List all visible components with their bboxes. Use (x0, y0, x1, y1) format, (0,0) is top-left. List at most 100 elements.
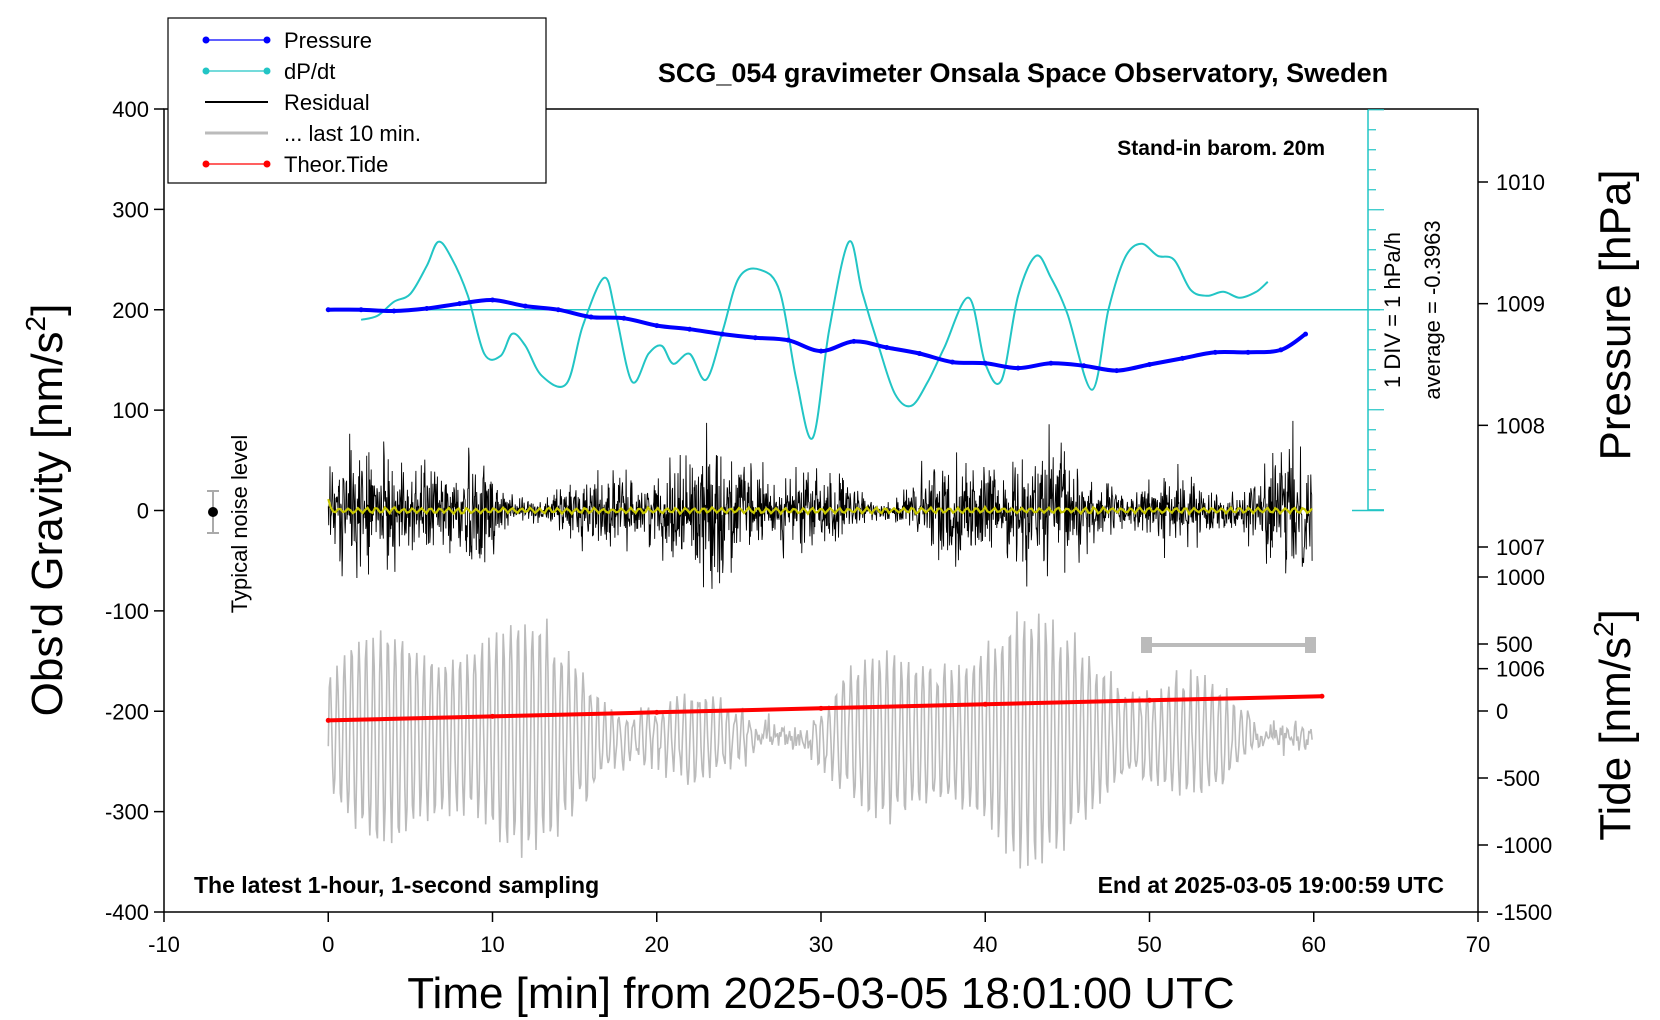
tide-point (654, 709, 660, 715)
pressure-point (818, 348, 824, 354)
dpdt-average-label: average = -0.3963 (1420, 220, 1445, 399)
residual-smooth-line (327, 498, 1313, 516)
pressure-point (1114, 368, 1120, 374)
tide-point (1147, 697, 1152, 703)
pressure-point (1015, 365, 1021, 371)
pressure-point (1278, 347, 1284, 353)
sampling-note: The latest 1-hour, 1-second sampling (194, 872, 599, 898)
pressure-point (982, 360, 988, 366)
tide-point (325, 717, 331, 723)
tide-point (1319, 693, 1325, 699)
dpdt-line (360, 240, 1269, 440)
legend: Pressure dP/dt Residual ... last 10 min. The… (167, 17, 547, 184)
y-axis-title-main: Obs'd Gravity [nm/s (23, 331, 72, 716)
pressure-point (588, 314, 594, 320)
x-tick-label: 20 (645, 932, 669, 957)
legend-marker-right (263, 160, 271, 168)
pressure-point (719, 331, 725, 337)
pressure-point (358, 307, 364, 313)
pressure-point (1147, 362, 1152, 367)
legend-label: ... last 10 min. (284, 121, 421, 146)
chart-title: SCG_054 gravimeter Onsala Space Observat… (658, 58, 1388, 88)
tide-point (818, 705, 824, 711)
pressure-point (654, 323, 660, 329)
legend-marker-right (263, 36, 271, 44)
x-axis: -10 0 10 20 30 40 50 60 70 (148, 912, 1490, 957)
residual-series (327, 420, 1313, 589)
residual-smooth-series (327, 498, 1313, 516)
x-tick-label: 0 (322, 932, 334, 957)
legend-marker-right (263, 67, 271, 75)
pressure-axis: 1006 1007 1008 1009 1010 (1478, 170, 1545, 682)
last-10-min-line (327, 611, 1313, 869)
last-10-min-range (1141, 637, 1316, 653)
pressure-point (490, 297, 495, 303)
pressure-point (687, 326, 693, 332)
dpdt-scale-label: 1 DIV = 1 hPa/h (1380, 232, 1405, 388)
pressure-point (1245, 349, 1251, 355)
y-axis-title: Obs'd Gravity [nm/s2] (20, 304, 72, 717)
x-tick-label: 10 (480, 932, 504, 957)
y-tick-label: -200 (105, 699, 149, 724)
pressure-tick-label: 1009 (1496, 292, 1545, 317)
legend-label: Theor.Tide (284, 152, 388, 177)
pressure-tick-label: 1007 (1496, 535, 1545, 560)
y-tick-label: -400 (105, 900, 149, 925)
pressure-point (1303, 331, 1309, 337)
legend-marker-left (202, 67, 210, 75)
pressure-axis-title: Pressure [hPa] (1591, 169, 1640, 460)
pressure-tick-label: 1010 (1496, 170, 1545, 195)
barometer-note: Stand-in barom. 20m (1117, 137, 1325, 160)
y-tick-label: 0 (137, 499, 149, 524)
noise-level-label: Typical noise level (227, 435, 252, 614)
y-tick-label: -300 (105, 800, 149, 825)
pressure-point (949, 359, 955, 365)
noise-level-indicator (207, 490, 219, 534)
pressure-tick-label: 1006 (1496, 657, 1545, 682)
y-axis-title-end: ] (23, 304, 72, 316)
pressure-series (325, 297, 1309, 374)
dpdt-scale-bar (328, 109, 1384, 512)
x-tick-label: -10 (148, 932, 180, 957)
y-tick-label: 400 (112, 97, 149, 122)
pressure-point (1212, 349, 1218, 355)
tide-axis-title-main: Tide [nm/s (1591, 637, 1640, 841)
legend-marker-left (202, 160, 210, 168)
x-tick-label: 60 (1302, 932, 1326, 957)
x-tick-label: 30 (809, 932, 833, 957)
y-tick-label: -100 (105, 599, 149, 624)
tide-tick-label: 500 (1496, 632, 1533, 657)
last-10-min-series (327, 611, 1313, 869)
pressure-point (785, 337, 791, 343)
pressure-point (457, 301, 463, 307)
x-axis-title: Time [min] from 2025-03-05 18:01:00 UTC (407, 969, 1234, 1018)
pressure-point (1048, 360, 1054, 366)
pressure-point (884, 344, 890, 350)
tide-tick-label: -1000 (1496, 833, 1552, 858)
tide-axis-title-sup: 2 (1588, 621, 1619, 637)
tide-axis-title-end: ] (1591, 609, 1640, 621)
y-tick-label: 300 (112, 197, 149, 222)
pressure-line (328, 297, 1307, 373)
pressure-point (917, 351, 923, 357)
dpdt-series (360, 240, 1269, 440)
y-axis-title-sup: 2 (20, 316, 51, 332)
pressure-point (752, 335, 758, 341)
pressure-point (391, 308, 397, 314)
tide-tick-label: 0 (1496, 699, 1508, 724)
x-tick-label: 70 (1466, 932, 1490, 957)
x-tick-label: 40 (973, 932, 997, 957)
end-time-note: End at 2025-03-05 19:00:59 UTC (1098, 872, 1444, 898)
tide-line (328, 694, 1323, 723)
y-tick-label: 200 (112, 298, 149, 323)
pressure-point (424, 306, 430, 312)
legend-label: Residual (284, 90, 370, 115)
tide-tick-label: -1500 (1496, 900, 1552, 925)
legend-label: Pressure (284, 28, 372, 53)
tide-axis: -1500 -1000 -500 0 500 1000 (1478, 565, 1552, 925)
theoretical-tide-series (325, 693, 1325, 723)
tide-tick-label: -500 (1496, 766, 1540, 791)
residual-line (327, 420, 1313, 589)
legend-label: dP/dt (284, 59, 335, 84)
